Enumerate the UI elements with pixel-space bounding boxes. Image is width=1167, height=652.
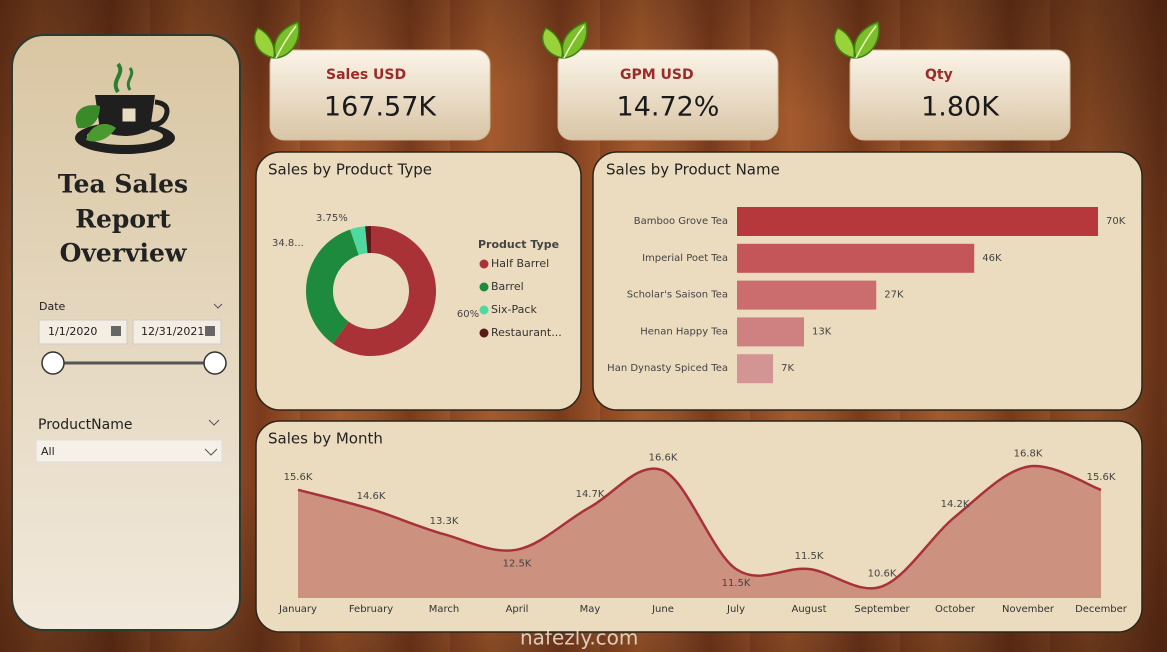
y-tick-label: Scholar's Saison Tea xyxy=(627,290,728,301)
line xyxy=(297,464,1102,590)
x-tick-label: February xyxy=(349,604,393,615)
x-tick-label: June xyxy=(651,604,674,615)
dropdown-arrow[interactable] xyxy=(204,448,218,456)
data-label: 15.6K xyxy=(284,472,313,483)
legend-swatch xyxy=(479,328,489,338)
bar xyxy=(737,280,877,310)
date-end-input[interactable] xyxy=(132,319,222,345)
slicer-label: Date xyxy=(39,300,66,313)
date-end: 12/31/2021 xyxy=(141,325,204,338)
y-tick-label: Imperial Poet Tea xyxy=(642,253,728,264)
donut-slice xyxy=(365,226,371,254)
data-label: 14.6K xyxy=(357,491,386,502)
slider-handle[interactable] xyxy=(203,351,227,375)
kpi-label: Sales USD xyxy=(326,67,406,83)
x-tick-label: November xyxy=(1002,604,1055,615)
legend-label: Six-Pack xyxy=(491,303,537,316)
legend-label: Barrel xyxy=(491,280,524,293)
data-label: 60% xyxy=(457,309,479,320)
x-tick-label: September xyxy=(854,604,910,615)
x-tick-label: March xyxy=(429,604,459,615)
legend-label: Half Barrel xyxy=(491,257,549,270)
y-tick-label: Henan Happy Tea xyxy=(640,326,728,337)
y-tick-label: Bamboo Grove Tea xyxy=(634,216,728,227)
donut-slice xyxy=(350,226,368,256)
x-tick-label: August xyxy=(792,604,827,615)
data-label: 11.5K xyxy=(795,551,824,562)
calendar-icon[interactable] xyxy=(205,326,215,336)
donut-slice xyxy=(306,229,359,344)
bar xyxy=(737,243,975,273)
area xyxy=(298,466,1101,598)
data-label: 27K xyxy=(884,290,904,301)
legend-swatch xyxy=(479,282,489,292)
bar xyxy=(737,207,1098,236)
report-title: Report xyxy=(75,205,171,234)
data-label: 12.5K xyxy=(503,559,532,570)
kpi-value: 167.57K xyxy=(324,92,437,123)
kpi-value: 14.72% xyxy=(617,92,720,123)
x-tick-label: December xyxy=(1075,604,1128,615)
data-label: 14.2K xyxy=(941,499,970,510)
kpi-card xyxy=(269,49,491,141)
collapse-icon[interactable] xyxy=(213,303,223,309)
y-tick-label: Han Dynasty Spiced Tea xyxy=(607,363,728,374)
data-label: 14.7K xyxy=(576,489,605,500)
chart-title: Sales by Month xyxy=(268,430,383,448)
date-start: 1/1/2020 xyxy=(48,325,97,338)
chart-title: Sales by Product Name xyxy=(606,161,780,179)
x-tick-label: October xyxy=(935,604,976,615)
product-dropdown[interactable] xyxy=(35,439,223,463)
tea-logo xyxy=(75,62,175,154)
data-label: 46K xyxy=(982,253,1002,264)
watermark: nafezly.com xyxy=(520,626,638,650)
collapse-icon[interactable] xyxy=(208,419,220,426)
data-label: 11.5K xyxy=(722,578,751,589)
bar xyxy=(737,354,774,384)
data-label: 16.6K xyxy=(649,452,678,463)
data-label: 13K xyxy=(812,326,832,337)
data-label: 3.75% xyxy=(316,213,348,224)
legend-swatch xyxy=(479,259,489,269)
kpi-label: Qty xyxy=(925,67,953,83)
report-title: Overview xyxy=(60,239,188,268)
calendar-icon[interactable] xyxy=(111,326,121,336)
data-label: 70K xyxy=(1106,216,1126,227)
x-tick-label: July xyxy=(726,604,745,615)
kpi-label: GPM USD xyxy=(620,67,694,83)
kpi-card xyxy=(849,49,1071,141)
report-title: Tea Sales xyxy=(58,170,188,199)
kpi-card xyxy=(557,49,779,141)
data-label: 15.6K xyxy=(1087,472,1116,483)
donut-slice xyxy=(332,226,436,356)
legend-title: Product Type xyxy=(478,238,559,251)
slider-handle[interactable] xyxy=(41,351,65,375)
slicer-label: ProductName xyxy=(38,417,132,433)
legend-label: Restaurant... xyxy=(491,326,562,339)
data-label: 13.3K xyxy=(430,516,459,527)
data-label: 7K xyxy=(781,363,794,374)
x-tick-label: April xyxy=(506,604,529,615)
x-tick-label: January xyxy=(278,604,317,615)
dropdown-value: All xyxy=(41,445,55,458)
legend-swatch xyxy=(479,305,489,315)
bar xyxy=(737,317,805,347)
x-tick-label: May xyxy=(580,604,601,615)
kpi-value: 1.80K xyxy=(921,92,1000,123)
data-label: 34.8... xyxy=(272,238,304,249)
chart-title: Sales by Product Type xyxy=(268,161,432,179)
data-label: 10.6K xyxy=(868,568,897,579)
data-label: 16.8K xyxy=(1014,449,1043,460)
